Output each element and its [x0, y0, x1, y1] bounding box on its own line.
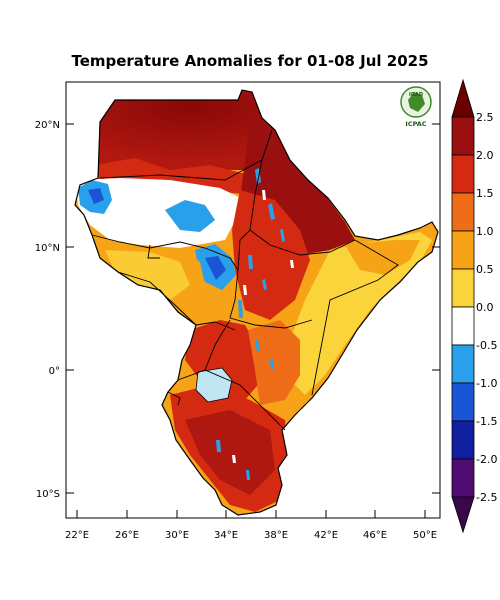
- colorbar-label: -0.5: [476, 339, 497, 352]
- lon-tick-label: 22°E: [65, 530, 89, 541]
- colorbar-label: 2.0: [476, 149, 494, 162]
- logo-map-icon: [408, 92, 425, 112]
- axis-ticks: [66, 123, 440, 518]
- colorbar-label: 0.0: [476, 301, 494, 314]
- lat-tick-label: 0°: [49, 366, 60, 377]
- colorbar-label: -2.5: [476, 491, 497, 504]
- icpac-logo: IGAD ICPAC: [400, 86, 432, 128]
- colorbar-segment: [451, 344, 475, 384]
- colorbar-segment: [451, 420, 475, 460]
- colorbar-segment: [451, 382, 475, 422]
- colorbar-label: -1.0: [476, 377, 497, 390]
- colorbar-labels: 2.5 2.0 1.5 1.0 0.5 0.0 -0.5 -1.0 -1.5 -…: [476, 111, 497, 504]
- colorbar-segment: [451, 154, 475, 194]
- colorbar-label: 0.5: [476, 263, 494, 276]
- map-title: Temperature Anomalies for 01-08 Jul 2025: [71, 52, 429, 70]
- lat-tick-label: 10°N: [35, 243, 60, 254]
- lon-tick-label: 38°E: [264, 530, 288, 541]
- region-outline: [74, 89, 439, 516]
- colorbar-segment: [451, 192, 475, 232]
- lon-tick-label: 30°E: [165, 530, 189, 541]
- colorbar-segment: [451, 116, 475, 156]
- lat-tick-label: 20°N: [35, 120, 60, 131]
- colorbar-segment: [451, 458, 475, 498]
- colorbar-segment: [451, 306, 475, 346]
- colorbar-segment: [451, 268, 475, 308]
- lon-tick-label: 46°E: [363, 530, 387, 541]
- lon-tick-label: 26°E: [115, 530, 139, 541]
- colorbar-label: -2.0: [476, 453, 497, 466]
- country-borders: [91, 129, 399, 431]
- lon-tick-label: 42°E: [314, 530, 338, 541]
- colorbar-top-arrow: [451, 78, 475, 118]
- colorbar-label: 1.5: [476, 187, 494, 200]
- logo-bottom-text: ICPAC: [405, 120, 426, 128]
- colorbar-label: -1.5: [476, 415, 497, 428]
- lake-victoria: [195, 367, 233, 403]
- colorbar-label: 2.5: [476, 111, 494, 124]
- lat-tick-label: 10°S: [36, 489, 60, 500]
- logo-top-text: IGAD: [409, 92, 423, 98]
- lon-tick-label: 50°E: [413, 530, 437, 541]
- lon-tick-labels: 22°E 26°E 30°E 34°E 38°E 42°E 46°E 50°E: [65, 530, 437, 541]
- colorbar: [451, 78, 475, 534]
- lon-tick-label: 34°E: [214, 530, 238, 541]
- colorbar-bottom-arrow: [451, 496, 475, 534]
- lat-tick-labels: 20°N 10°N 0° 10°S: [35, 120, 60, 500]
- colorbar-label: 1.0: [476, 225, 494, 238]
- colorbar-segment: [451, 230, 475, 270]
